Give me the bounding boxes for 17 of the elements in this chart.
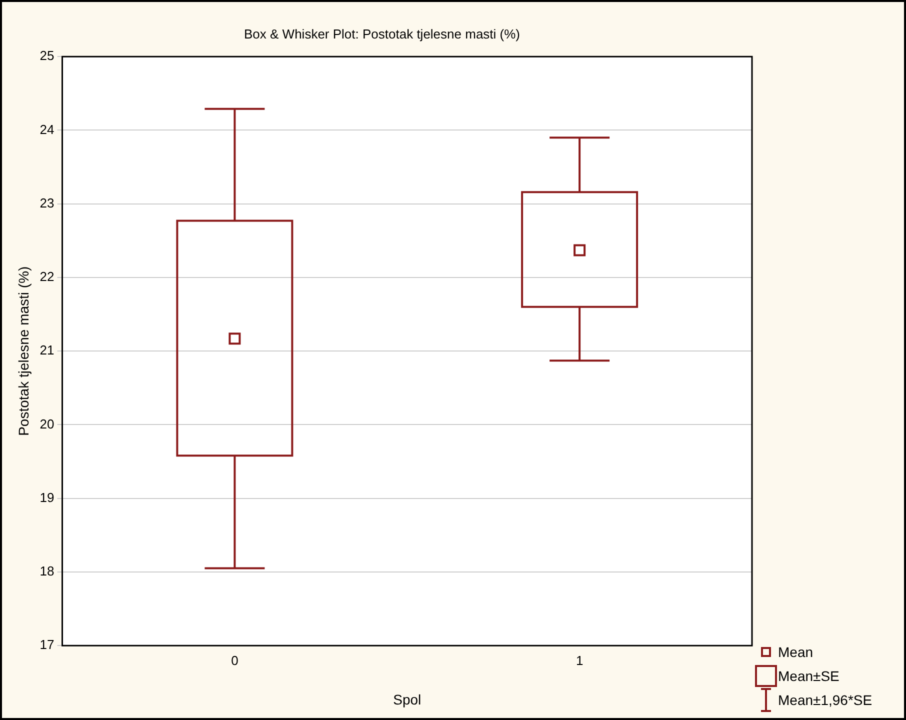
- y-tick-label: 19: [40, 490, 54, 505]
- x-tick-label: 0: [231, 652, 238, 668]
- y-tick-label: 25: [40, 48, 54, 64]
- y-tick-label: 21: [40, 342, 54, 358]
- y-tick-label: 18: [40, 564, 54, 579]
- y-tick-label: 22: [40, 269, 54, 284]
- text: Mean: [778, 644, 814, 660]
- text: Mean±1,96*SE: [778, 692, 872, 708]
- y-tick-label: 20: [40, 416, 54, 432]
- y-tick-label: 24: [40, 122, 54, 137]
- x-tick-label: 1: [576, 652, 584, 668]
- x-axis-title: Spol: [393, 691, 422, 708]
- y-tick-label: 23: [40, 195, 54, 210]
- chart-title: Box & Whisker Plot: Postotak tjelesne masti (%): [244, 26, 520, 42]
- y-tick-label: 17: [40, 637, 54, 652]
- y-axis-title: Postotak tjelesne masti (%): [15, 266, 32, 436]
- text: Mean±SE: [778, 668, 840, 684]
